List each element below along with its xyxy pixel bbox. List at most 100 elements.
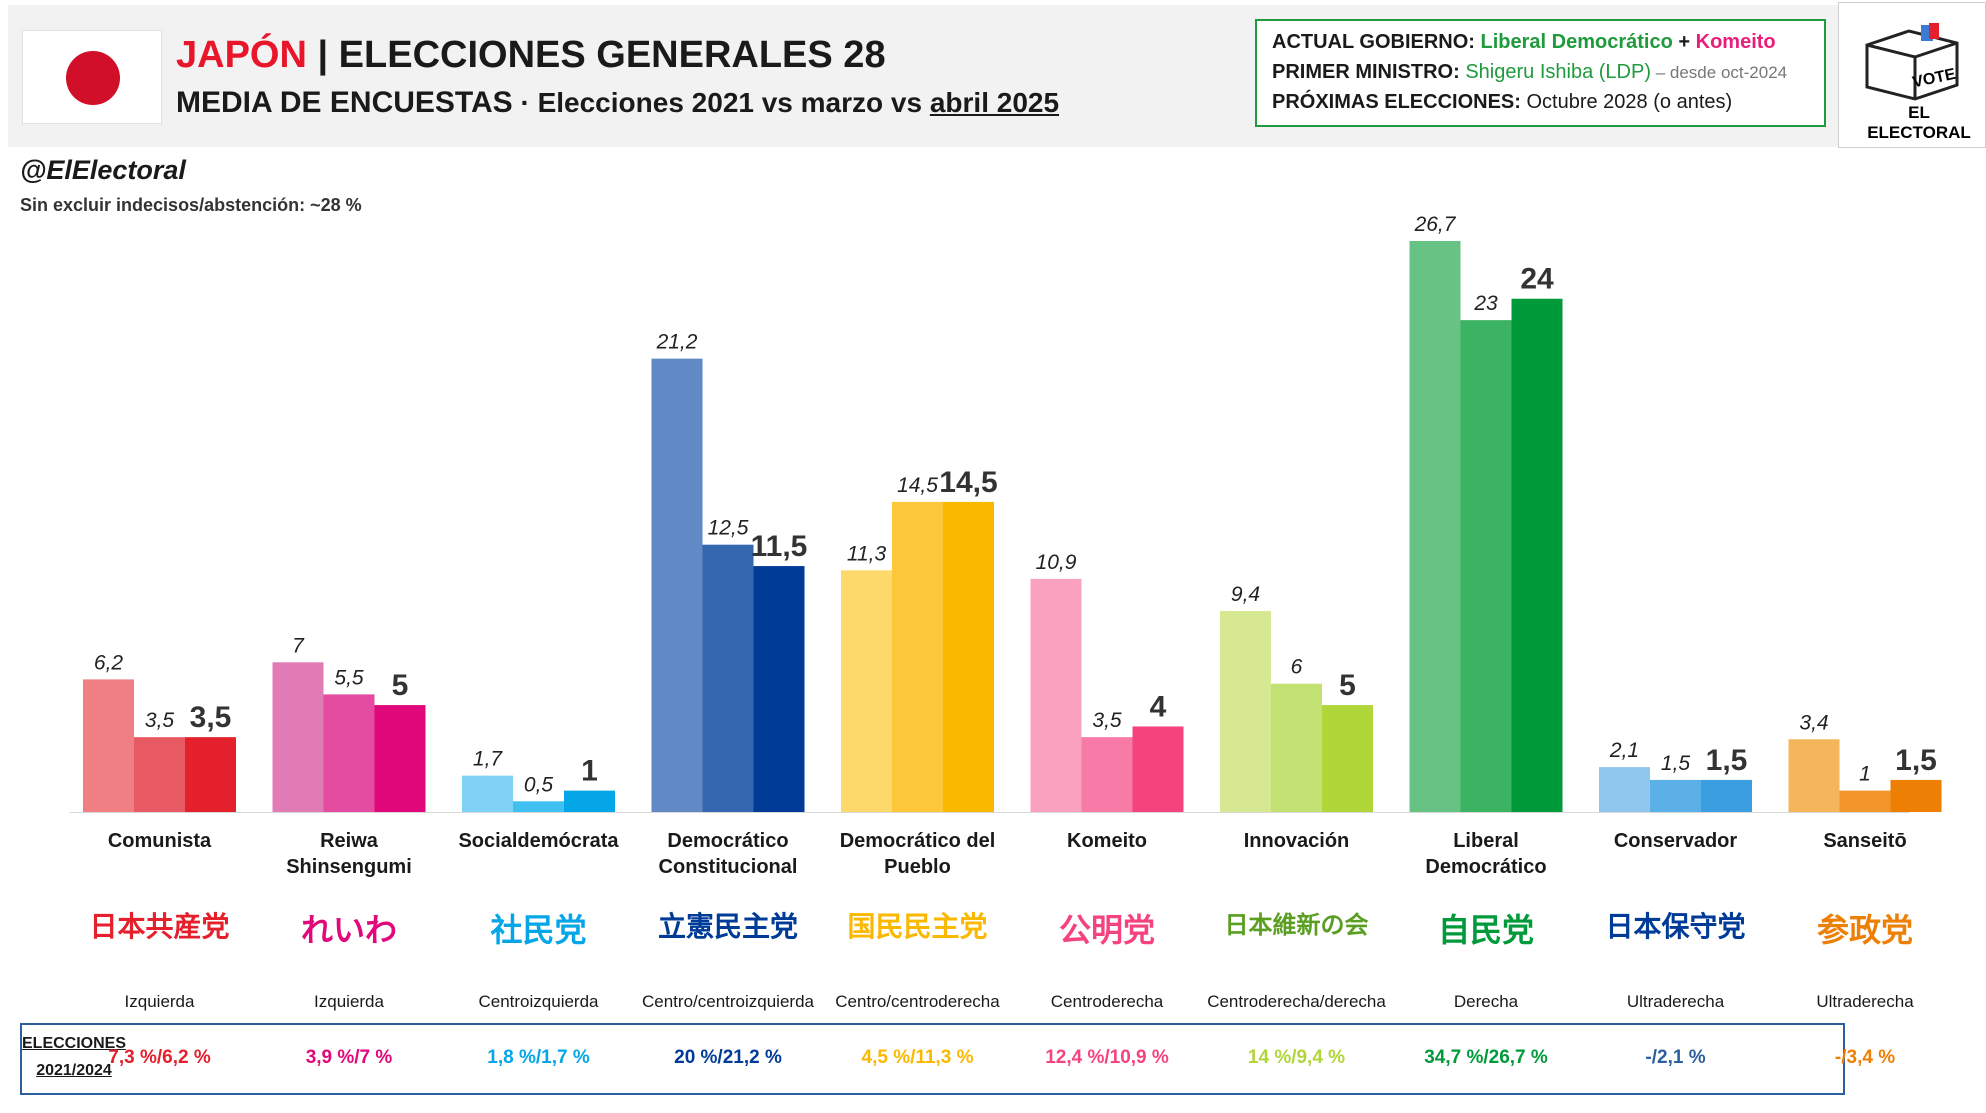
bar-value-label-1-2: 5	[392, 669, 409, 702]
bar-value-label-7-2: 24	[1520, 263, 1554, 296]
election-result-9: -/3,4 %	[1834, 1047, 1896, 1068]
bar-value-label-1-1: 5,5	[334, 666, 364, 689]
bar-value-label-0-2: 3,5	[190, 701, 232, 734]
bar-value-label-7-0: 26,7	[1414, 213, 1457, 236]
twitter-handle: @ElElectoral	[20, 155, 186, 185]
party-name-line: Socialdemócrata	[458, 830, 619, 852]
bar-1-0	[272, 662, 324, 812]
party-name-3: Democrático Constitucional	[638, 828, 818, 880]
election-result-8: -/2,1 %	[1645, 1047, 1706, 1068]
bar-0-1	[134, 737, 185, 812]
party-logo-4: 国民民主党	[847, 911, 988, 942]
party-name-line: Comunista	[107, 830, 212, 852]
bar-value-label-7-1: 23	[1473, 292, 1498, 315]
bar-8-0	[1599, 767, 1650, 812]
election-result-4: 4,5 %/11,3 %	[861, 1047, 974, 1068]
brand-name: EL ELECTORAL	[1867, 103, 1971, 142]
page-title: JAPÓN | ELECCIONES GENERALES 28	[176, 34, 886, 76]
party-logo-2: 社民党	[490, 912, 587, 948]
bar-8-1	[1650, 779, 1701, 812]
bar-5-2	[1132, 726, 1184, 812]
party-name-9: Sanseitō	[1775, 828, 1955, 854]
bar-4-1	[892, 501, 943, 812]
bar-2-2	[564, 790, 615, 812]
election-result-6: 14 %/9,4 %	[1247, 1047, 1346, 1068]
bar-value-label-4-1: 14,5	[897, 474, 938, 497]
bar-9-0	[1788, 739, 1840, 812]
party-ideology-4: Centro/centroderecha	[835, 992, 1000, 1011]
party-name-line: Democrático del	[839, 830, 996, 852]
bar-value-label-5-0: 10,9	[1036, 551, 1077, 574]
party-name-line: Sanseitō	[1823, 830, 1907, 852]
japan-flag-icon	[22, 30, 162, 124]
bar-3-0	[651, 358, 703, 812]
gov-line: ACTUAL GOBIERNO: Liberal Democrático + K…	[1272, 31, 1776, 53]
party-name-line: Democrático	[1425, 856, 1547, 878]
bar-value-label-3-1: 12,5	[708, 517, 749, 540]
bar-6-1	[1271, 683, 1322, 812]
party-name-4: Democrático del Pueblo	[828, 828, 1008, 880]
bar-3-1	[702, 544, 754, 812]
bar-2-1	[513, 801, 564, 812]
election-result-5: 12,4 %/10,9 %	[1045, 1047, 1169, 1068]
bar-7-1	[1460, 320, 1512, 812]
party-ideology-9: Ultraderecha	[1816, 992, 1914, 1011]
page-subtitle: MEDIA DE ENCUESTAS · Elecciones 2021 vs …	[176, 86, 1060, 119]
party-ideology-8: Ultraderecha	[1626, 992, 1725, 1011]
bar-value-label-2-1: 0,5	[524, 773, 554, 796]
party-logo-5: 公明党	[1058, 912, 1155, 948]
party-name-0: Comunista	[70, 828, 250, 854]
party-name-line: Komeito	[1067, 830, 1147, 852]
bar-value-label-0-0: 6,2	[94, 651, 124, 674]
bar-value-label-4-0: 11,3	[847, 542, 887, 565]
elections-results-box	[20, 1023, 1845, 1095]
party-name-line: Liberal	[1453, 830, 1519, 852]
bar-3-2	[753, 566, 805, 812]
party-ideology-2: Centroizquierda	[478, 992, 599, 1011]
bar-value-label-6-0: 9,4	[1231, 583, 1260, 606]
party-ideology-7: Derecha	[1453, 992, 1519, 1011]
party-name-line: Conservador	[1613, 830, 1738, 852]
party-name-5: Komeito	[1017, 828, 1197, 854]
bar-value-label-8-0: 2,1	[1609, 739, 1639, 762]
party-name-1: Reiwa Shinsengumi	[259, 828, 439, 880]
party-logo-0: 日本共産党	[89, 911, 230, 942]
bar-value-label-9-2: 1,5	[1895, 744, 1937, 777]
bar-value-label-3-0: 21,2	[656, 331, 698, 354]
bar-value-label-2-2: 1	[581, 755, 598, 788]
elections-label: ELECCIONES 2021/2024	[22, 1035, 127, 1079]
bar-7-2	[1511, 298, 1563, 812]
bar-4-2	[943, 501, 994, 812]
party-logo-1: れいわ	[300, 912, 397, 948]
bar-value-label-6-2: 5	[1339, 669, 1356, 702]
party-name-line: Reiwa	[320, 830, 378, 852]
bar-value-label-4-2: 14,5	[939, 466, 997, 499]
bar-value-label-5-1: 3,5	[1092, 709, 1122, 732]
election-result-0: 7,3 %/6,2 %	[108, 1047, 211, 1068]
party-name-line: Democrático	[667, 830, 789, 852]
bar-value-label-8-1: 1,5	[1661, 752, 1691, 775]
government-info-box: ACTUAL GOBIERNO: Liberal Democrático + K…	[1255, 19, 1826, 127]
party-name-7: Liberal Democrático	[1396, 828, 1576, 880]
party-logo-3: 立憲民主党	[657, 911, 798, 942]
undecided-note: Sin excluir indecisos/abstención: ~28 %	[20, 195, 362, 215]
party-name-6: Innovación	[1207, 828, 1387, 854]
party-ideology-6: Centroderecha/derecha	[1207, 992, 1386, 1011]
bar-8-2	[1701, 779, 1752, 812]
party-ideology-1: Izquierda	[314, 992, 384, 1011]
party-name-8: Conservador	[1586, 828, 1766, 854]
party-name-line: Pueblo	[884, 856, 951, 878]
bar-value-label-5-2: 4	[1150, 690, 1167, 723]
pm-line: PRIMER MINISTRO: Shigeru Ishiba (LDP) – …	[1272, 61, 1788, 83]
party-logo-7: 自民党	[1437, 912, 1534, 948]
bar-1-2	[374, 705, 426, 812]
election-result-3: 20 %/21,2 %	[674, 1047, 782, 1068]
party-logo-6: 日本維新の会	[1224, 912, 1369, 939]
party-logo-9: 参政党	[1816, 912, 1913, 948]
bar-value-label-9-0: 3,4	[1799, 711, 1828, 734]
party-ideology-3: Centro/centroizquierda	[642, 992, 814, 1011]
bar-value-label-3-2: 11,5	[751, 530, 808, 563]
bar-value-label-1-0: 7	[292, 634, 305, 657]
bar-6-2	[1322, 705, 1373, 812]
